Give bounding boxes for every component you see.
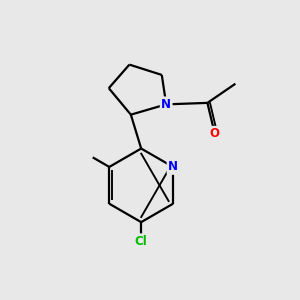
Text: Cl: Cl xyxy=(135,235,148,248)
Text: N: N xyxy=(161,98,171,111)
Text: N: N xyxy=(168,160,178,173)
Text: O: O xyxy=(210,127,220,140)
